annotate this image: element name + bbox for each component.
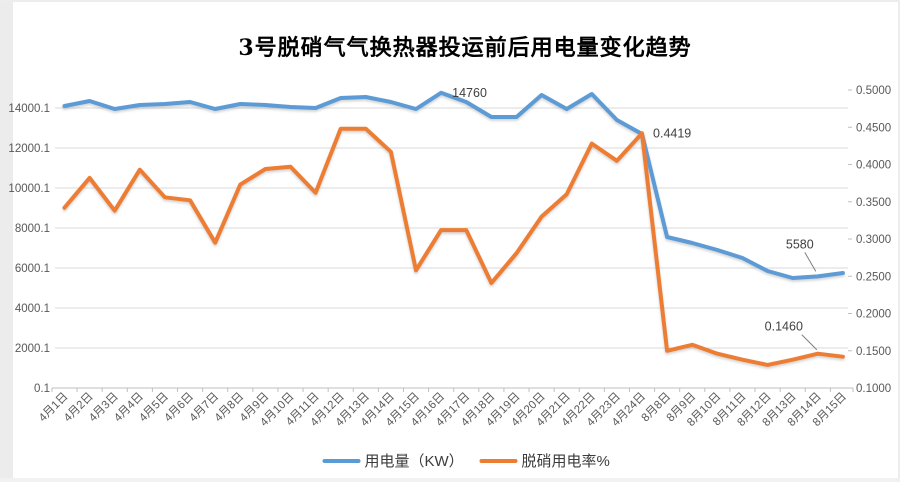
legend: 用电量（KW） 脱硝用电率% <box>322 453 610 470</box>
svg-text:0.2000: 0.2000 <box>856 309 891 321</box>
svg-text:0.4000: 0.4000 <box>856 160 891 172</box>
page-left-margin <box>0 0 13 482</box>
gridlines <box>55 107 848 389</box>
data-labels: 14760 0.4419 5580 0.1460 <box>452 86 818 351</box>
svg-text:0.4500: 0.4500 <box>856 122 891 134</box>
legend-item-rate: 脱硝用电率% <box>479 453 610 470</box>
svg-text:10000.1: 10000.1 <box>8 183 50 195</box>
svg-text:6000.1: 6000.1 <box>15 263 50 275</box>
right-axis-labels: 0.5000 0.4500 0.4000 0.3500 0.3000 0.2500 0.20… <box>848 85 891 395</box>
svg-text:2000.1: 2000.1 <box>15 343 50 355</box>
svg-text:0.3500: 0.3500 <box>856 197 891 209</box>
series-rate-line <box>62 126 845 367</box>
legend-label: 用电量（KW） <box>365 453 464 470</box>
svg-text:14000.1: 14000.1 <box>8 103 50 115</box>
svg-text:0.5000: 0.5000 <box>856 85 891 97</box>
x-axis <box>51 387 854 392</box>
svg-text:4000.1: 4000.1 <box>15 303 50 315</box>
left-axis-labels: 14000.1 12000.1 10000.1 8000.1 6000.1 4000.1 2… <box>8 103 50 395</box>
svg-text:0.1500: 0.1500 <box>856 346 891 358</box>
page-bottom-border <box>0 478 900 482</box>
page-right-border <box>898 0 900 482</box>
x-axis-labels: 4月1日4月2日4月3日4月4日4月5日4月6日4月7日4月8日4月9日4月10… <box>37 391 849 429</box>
legend-item-power: 用电量（KW） <box>322 453 464 470</box>
svg-text:0.4419: 0.4419 <box>653 126 691 140</box>
series-power-line <box>62 90 845 280</box>
svg-text:8000.1: 8000.1 <box>15 223 50 235</box>
legend-label: 脱硝用电率% <box>522 453 610 470</box>
svg-text:0.1000: 0.1000 <box>856 383 891 395</box>
svg-text:0.3000: 0.3000 <box>856 234 891 246</box>
svg-text:0.1460: 0.1460 <box>765 320 803 334</box>
svg-text:5580: 5580 <box>786 237 814 251</box>
svg-text:14760: 14760 <box>452 86 487 100</box>
svg-text:0.2500: 0.2500 <box>856 271 891 283</box>
page-top-border <box>0 0 900 2</box>
svg-text:0.1: 0.1 <box>34 383 50 395</box>
svg-text:12000.1: 12000.1 <box>8 143 50 155</box>
chart-title: 3号脱硝气气换热器投运前后用电量变化趋势 <box>238 35 692 61</box>
